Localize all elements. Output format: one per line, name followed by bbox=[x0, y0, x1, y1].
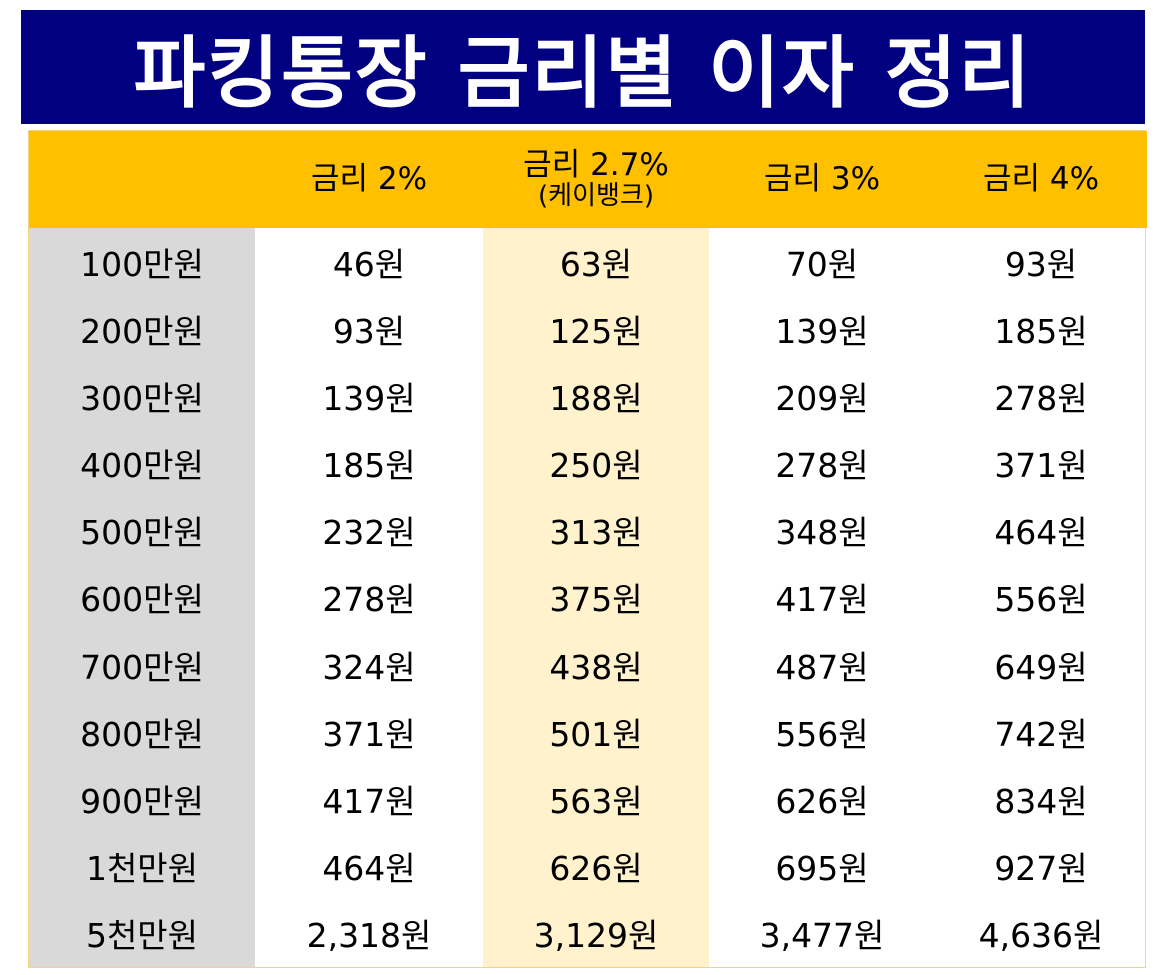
deposit-amount-cell: 300만원 bbox=[29, 362, 255, 430]
interest-cell: 250원 bbox=[483, 429, 709, 497]
interest-cell: 209원 bbox=[775, 378, 869, 418]
interest-cell: 278원 bbox=[322, 580, 416, 620]
interest-cell: 232원 bbox=[322, 513, 416, 553]
table-row: 500만원 232원 313원 348원 464원 bbox=[29, 496, 1147, 564]
interest-cell: 3,477원 bbox=[759, 916, 885, 956]
header-corner bbox=[29, 131, 255, 228]
deposit-amount-cell: 100만원 bbox=[29, 228, 255, 296]
interest-table: 금리 2% 금리 2.7% (케이뱅크) 금리 3% 금리 4% 100만원 46… bbox=[29, 131, 1147, 967]
deposit-amount-cell: 700만원 bbox=[29, 631, 255, 699]
deposit-amount-cell: 500만원 bbox=[29, 496, 255, 564]
title-banner: 파킹통장 금리별 이자 정리 bbox=[21, 10, 1145, 124]
deposit-amount-cell: 400만원 bbox=[29, 429, 255, 497]
interest-cell: 464원 bbox=[322, 849, 416, 889]
interest-cell: 375원 bbox=[483, 563, 709, 632]
interest-table-container: 금리 2% 금리 2.7% (케이뱅크) 금리 3% 금리 4% 100만원 46… bbox=[28, 130, 1147, 968]
interest-cell: 278원 bbox=[994, 378, 1088, 418]
interest-cell: 501원 bbox=[483, 698, 709, 766]
interest-cell: 563원 bbox=[483, 765, 709, 833]
deposit-amount-cell: 200만원 bbox=[29, 295, 255, 363]
interest-cell: 371원 bbox=[994, 446, 1088, 486]
interest-cell: 63원 bbox=[483, 228, 709, 296]
interest-cell: 556원 bbox=[994, 580, 1088, 620]
interest-cell: 324원 bbox=[322, 647, 416, 687]
table-row: 1천만원 464원 626원 695원 927원 bbox=[29, 832, 1147, 900]
deposit-amount-cell: 5천만원 bbox=[29, 899, 255, 967]
interest-cell: 348원 bbox=[775, 513, 869, 553]
header-label: 금리 2.7% bbox=[523, 147, 669, 184]
interest-cell: 626원 bbox=[483, 832, 709, 900]
header-label: 금리 4% bbox=[982, 161, 1100, 198]
table-row: 800만원 371원 501원 556원 742원 bbox=[29, 698, 1147, 766]
interest-cell: 927원 bbox=[994, 849, 1088, 889]
interest-cell: 2,318원 bbox=[306, 916, 432, 956]
interest-cell: 417원 bbox=[775, 580, 869, 620]
header-sublabel: (케이뱅크) bbox=[538, 181, 654, 212]
interest-cell: 185원 bbox=[994, 311, 1088, 351]
table-row: 5천만원 2,318원 3,129원 3,477원 4,636원 bbox=[29, 899, 1147, 967]
interest-cell: 185원 bbox=[322, 446, 416, 486]
interest-cell: 188원 bbox=[483, 362, 709, 430]
header-rate-3: 금리 3% bbox=[709, 131, 935, 228]
interest-cell: 3,129원 bbox=[483, 899, 709, 967]
table-row: 600만원 278원 375원 417원 556원 bbox=[29, 563, 1147, 632]
interest-cell: 438원 bbox=[483, 631, 709, 699]
deposit-amount-cell: 1천만원 bbox=[29, 832, 255, 900]
deposit-amount-cell: 600만원 bbox=[29, 563, 255, 632]
table-row: 200만원 93원 125원 139원 185원 bbox=[29, 295, 1147, 363]
interest-cell: 649원 bbox=[994, 647, 1088, 687]
interest-cell: 139원 bbox=[322, 378, 416, 418]
header-rate-2-7: 금리 2.7% (케이뱅크) bbox=[483, 131, 709, 228]
interest-cell: 834원 bbox=[994, 781, 1088, 821]
deposit-amount-cell: 900만원 bbox=[29, 765, 255, 833]
table-row: 300만원 139원 188원 209원 278원 bbox=[29, 362, 1147, 430]
interest-cell: 93원 bbox=[1004, 244, 1078, 284]
interest-cell: 417원 bbox=[322, 781, 416, 821]
table-row: 400만원 185원 250원 278원 371원 bbox=[29, 429, 1147, 497]
interest-cell: 695원 bbox=[775, 849, 869, 889]
table-row: 900만원 417원 563원 626원 834원 bbox=[29, 765, 1147, 833]
table-row: 700만원 324원 438원 487원 649원 bbox=[29, 631, 1147, 699]
interest-cell: 371원 bbox=[322, 714, 416, 754]
interest-cell: 464원 bbox=[994, 513, 1088, 553]
deposit-amount-cell: 800만원 bbox=[29, 698, 255, 766]
interest-cell: 139원 bbox=[775, 311, 869, 351]
interest-cell: 93원 bbox=[332, 311, 406, 351]
header-label: 금리 3% bbox=[763, 161, 881, 198]
header-rate-4: 금리 4% bbox=[935, 131, 1147, 228]
interest-cell: 742원 bbox=[994, 714, 1088, 754]
interest-cell: 4,636원 bbox=[978, 916, 1104, 956]
interest-cell: 626원 bbox=[775, 781, 869, 821]
interest-cell: 125원 bbox=[483, 295, 709, 363]
header-row: 금리 2% 금리 2.7% (케이뱅크) 금리 3% 금리 4% bbox=[29, 131, 1147, 228]
interest-cell: 487원 bbox=[775, 647, 869, 687]
page-title: 파킹통장 금리별 이자 정리 bbox=[133, 29, 1033, 119]
interest-cell: 556원 bbox=[775, 714, 869, 754]
interest-cell: 70원 bbox=[785, 244, 859, 284]
interest-cell: 278원 bbox=[775, 446, 869, 486]
interest-cell: 46원 bbox=[332, 244, 406, 284]
header-label: 금리 2% bbox=[310, 161, 428, 198]
header-rate-2: 금리 2% bbox=[255, 131, 483, 228]
table-row: 100만원 46원 63원 70원 93원 bbox=[29, 228, 1147, 296]
interest-cell: 313원 bbox=[483, 496, 709, 564]
